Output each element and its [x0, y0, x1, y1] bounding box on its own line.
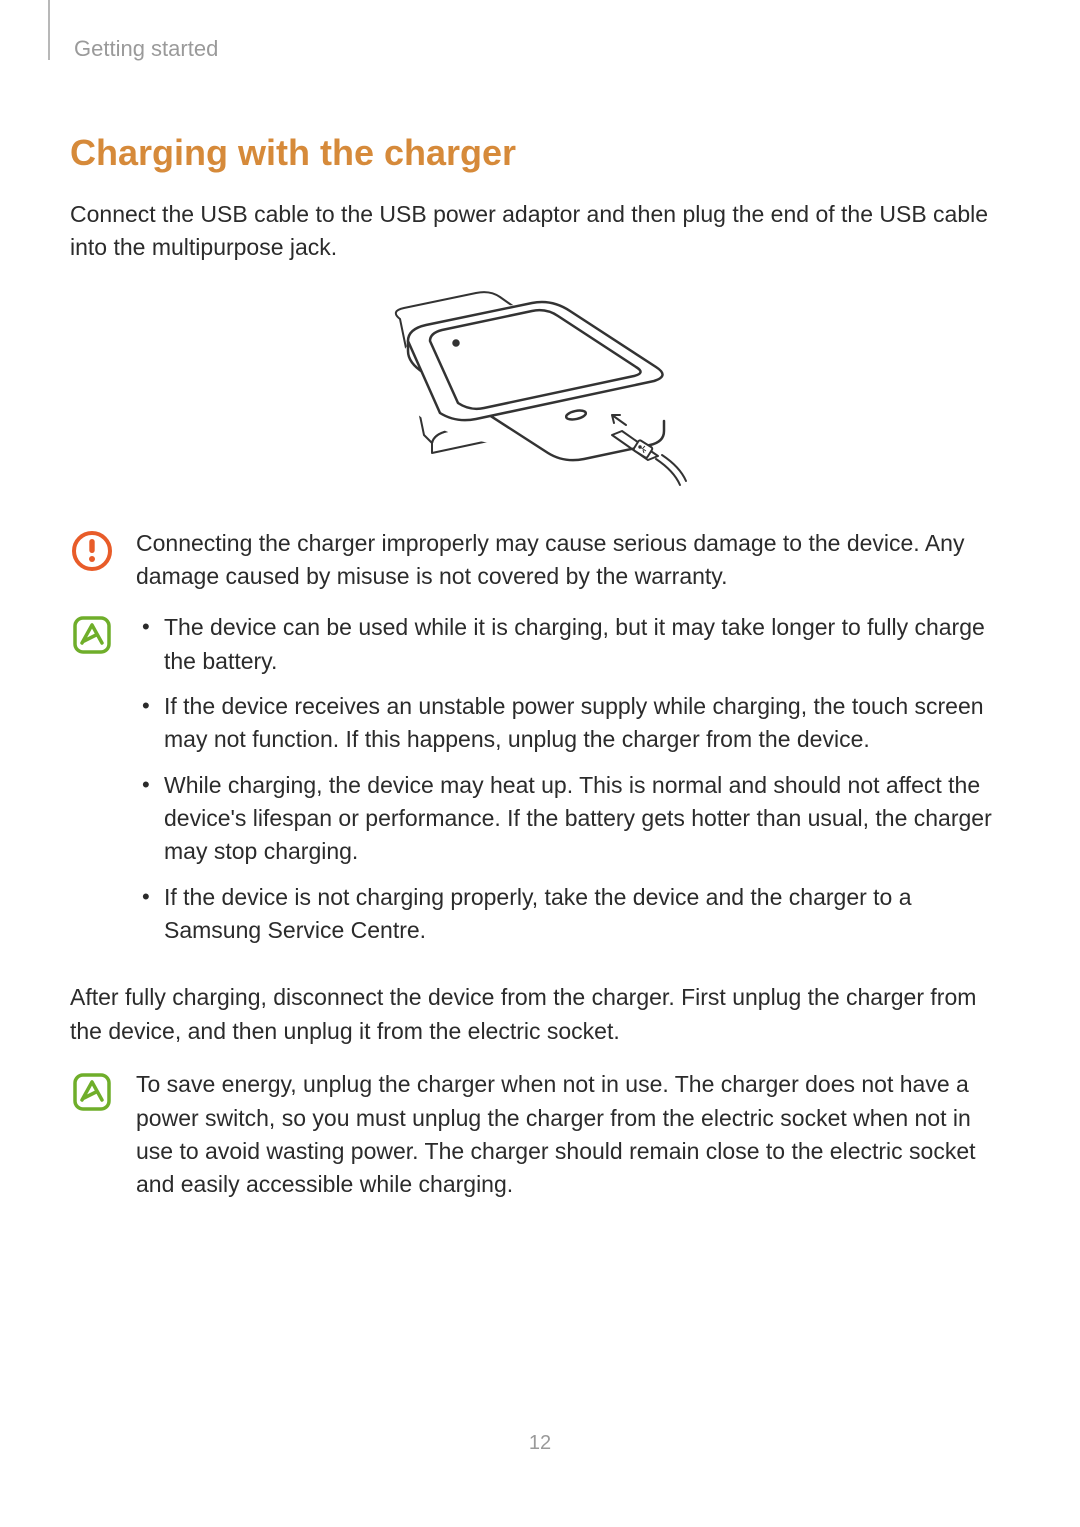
tips-list-1: The device can be used while it is charg… [136, 611, 1010, 959]
after-charging-text: After fully charging, disconnect the dev… [70, 981, 1010, 1048]
warning-note: Connecting the charger improperly may ca… [70, 527, 1010, 594]
header-tick [48, 0, 50, 60]
tips-note-1: The device can be used while it is charg… [70, 611, 1010, 959]
list-item: If the device is not charging properly, … [136, 881, 1010, 948]
warning-icon [70, 529, 114, 573]
section-intro: Connect the USB cable to the USB power a… [70, 198, 1010, 265]
tip-icon [70, 613, 114, 657]
section-title: Charging with the charger [70, 132, 1010, 174]
list-item: The device can be used while it is charg… [136, 611, 1010, 678]
page-content: Getting started Charging with the charge… [0, 0, 1080, 1527]
tips-bullets: The device can be used while it is charg… [136, 611, 1010, 947]
tablet-charging-illustration [380, 285, 700, 495]
breadcrumb: Getting started [74, 36, 1010, 62]
device-figure [70, 285, 1010, 495]
list-item: While charging, the device may heat up. … [136, 769, 1010, 869]
tip-icon [70, 1070, 114, 1114]
tips-note-2: To save energy, unplug the charger when … [70, 1068, 1010, 1201]
tips2-text: To save energy, unplug the charger when … [136, 1068, 1010, 1201]
page-number: 12 [0, 1432, 1080, 1455]
list-item: If the device receives an unstable power… [136, 690, 1010, 757]
warning-text: Connecting the charger improperly may ca… [136, 527, 1010, 594]
